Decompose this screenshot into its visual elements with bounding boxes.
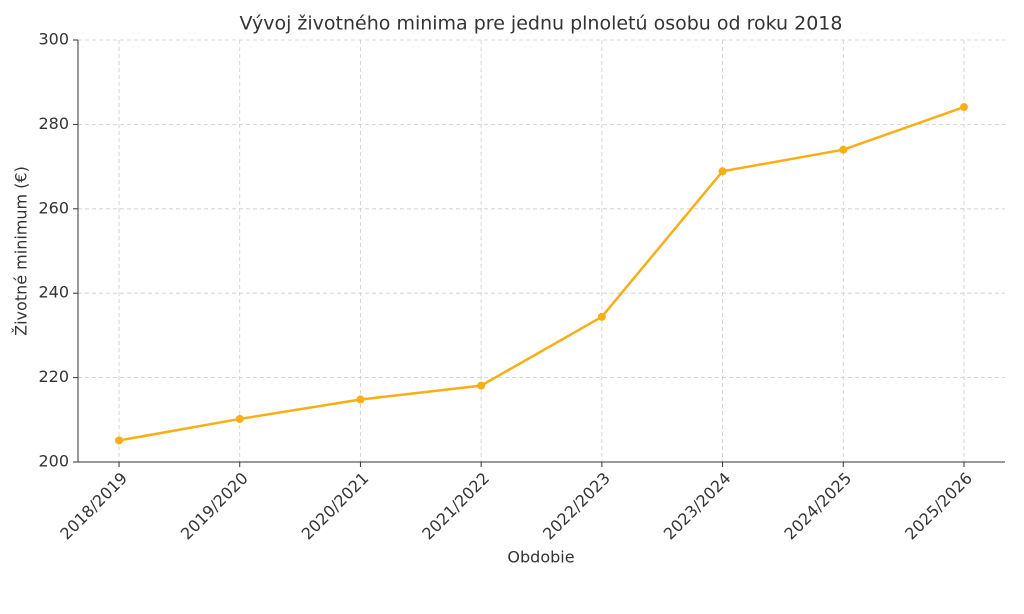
chart-title: Vývoj životného minima pre jednu plnolet… (240, 13, 843, 35)
point (718, 167, 727, 176)
y-axis-label: Životné minimum (€) (12, 166, 31, 336)
point (959, 103, 968, 112)
point (597, 312, 606, 321)
x-tick-label: 2021/2022 (418, 469, 493, 544)
y-tick-label: 280 (38, 114, 69, 133)
y-tick-label: 260 (38, 198, 69, 217)
x-tick-label: 2018/2019 (56, 469, 131, 544)
x-tick-label: 2024/2025 (780, 469, 855, 544)
y-tick-label: 200 (38, 452, 69, 471)
x-axis-label: Obdobie (507, 548, 574, 567)
x-tick-label: 2019/2020 (177, 469, 252, 544)
y-tick-label: 240 (38, 283, 69, 302)
y-tick-label: 220 (38, 367, 69, 386)
point (356, 395, 365, 404)
x-tick-label: 2025/2026 (901, 469, 976, 544)
x-tick-label: 2022/2023 (539, 469, 614, 544)
x-tick-label: 2023/2024 (660, 469, 735, 544)
line (118, 105, 965, 442)
point (477, 381, 486, 390)
y-tick-label: 300 (38, 30, 69, 49)
point (115, 436, 124, 445)
x-tick-label: 2020/2021 (298, 469, 373, 544)
point (235, 414, 244, 423)
point (839, 145, 848, 154)
